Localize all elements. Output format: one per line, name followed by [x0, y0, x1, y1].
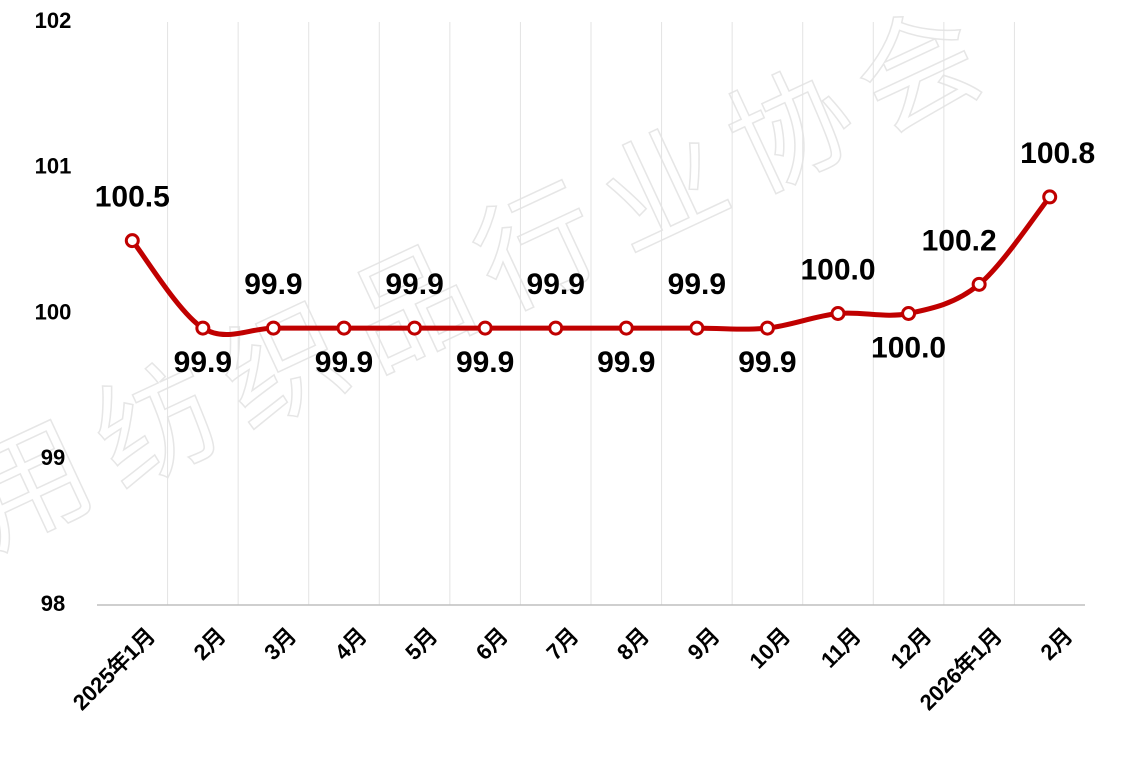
marker [830, 306, 846, 321]
value-label: 99.9 [315, 346, 373, 379]
value-label: 99.9 [597, 346, 655, 379]
x-tick-label: 9月 [683, 623, 725, 665]
marker [336, 320, 352, 336]
x-tick-label: 2月 [1035, 623, 1077, 665]
value-label: 99.9 [668, 268, 726, 301]
value-label: 100.8 [1020, 137, 1095, 170]
x-tick-label: 7月 [541, 623, 583, 665]
y-tick-label: 102 [35, 8, 72, 33]
value-label: 99.9 [244, 268, 302, 301]
value-label: 100.2 [922, 224, 997, 257]
x-tick-label: 6月 [471, 623, 513, 665]
x-tick-label: 8月 [612, 623, 654, 665]
watermark: 用纺织品行业协会 [0, 0, 1021, 575]
x-tick-label: 2025年1月 [68, 623, 160, 715]
value-label: 100.0 [871, 331, 946, 364]
x-tick-label: 10月 [745, 623, 796, 674]
value-label: 99.9 [527, 268, 585, 301]
marker [407, 320, 423, 336]
value-label: 99.9 [456, 346, 514, 379]
marker [1042, 189, 1058, 205]
y-tick-label: 100 [35, 299, 72, 324]
value-label: 100.5 [95, 181, 170, 214]
marker [901, 306, 917, 321]
x-tick-label: 4月 [330, 623, 372, 665]
marker [971, 276, 987, 292]
marker [265, 320, 281, 336]
x-tick-label: 2月 [189, 623, 231, 665]
x-tick-label: 5月 [400, 623, 442, 665]
marker [477, 320, 493, 336]
y-tick-label: 99 [41, 445, 65, 470]
x-tick-label: 11月 [816, 623, 866, 673]
marker [124, 233, 140, 249]
value-label: 99.9 [738, 346, 796, 379]
value-label: 100.0 [800, 253, 875, 286]
value-label: 99.9 [174, 346, 232, 379]
x-tick-label: 12月 [886, 623, 937, 674]
marker [548, 320, 564, 336]
x-tick-label: 3月 [259, 623, 301, 665]
marker [618, 320, 634, 336]
y-tick-label: 101 [35, 154, 72, 179]
marker [195, 320, 211, 336]
marker [759, 320, 775, 336]
y-tick-label: 98 [41, 591, 65, 616]
marker [689, 320, 705, 336]
value-label: 99.9 [385, 268, 443, 301]
